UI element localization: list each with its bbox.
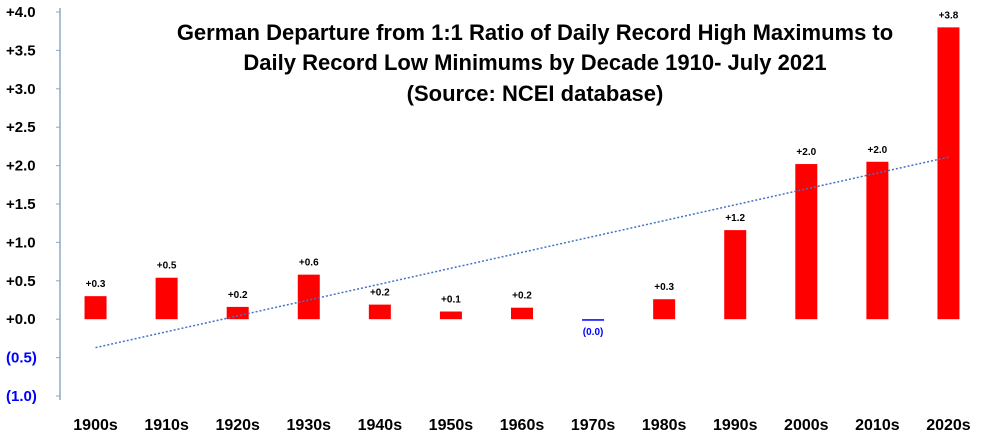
y-tick-label: +2.5 — [6, 119, 36, 136]
bar-1980s — [653, 299, 676, 320]
y-tick-label: (0.5) — [6, 350, 37, 367]
bar-1960s — [511, 307, 533, 320]
chart-title-line-2: Daily Record Low Minimums by Decade 1910… — [243, 50, 826, 75]
bar-1970s — [582, 319, 605, 321]
data-label-2000s: +2.0 — [796, 147, 816, 158]
y-tick-label: +2.0 — [6, 158, 36, 175]
bar-1930s — [297, 274, 320, 320]
data-label-1970s: (0.0) — [583, 327, 604, 338]
data-label-2010s: +2.0 — [868, 145, 888, 156]
x-tick-label: 1970s — [571, 417, 616, 434]
chart-title-line-1: German Departure from 1:1 Ratio of Daily… — [177, 20, 893, 45]
data-label-1910s: +0.5 — [157, 261, 177, 272]
x-tick-label: 1910s — [144, 417, 189, 434]
bar-series — [84, 27, 960, 321]
y-axis: +4.0 +3.5 +3.0 +2.5 +2.0 +1.5 +1.0 +0.5 +0.0 (0.5… — [6, 4, 61, 405]
bar-1990s — [724, 230, 747, 320]
x-tick-label: 1950s — [429, 417, 474, 434]
trendline — [95, 156, 949, 349]
x-tick-label: 1980s — [642, 417, 687, 434]
x-tick-label: 2010s — [855, 417, 900, 434]
x-tick-label: 1930s — [287, 417, 332, 434]
x-tick-label: 2020s — [926, 417, 971, 434]
data-label-1920s: +0.2 — [228, 290, 248, 301]
x-tick-label: 1900s — [73, 417, 118, 434]
bar-2000s — [795, 164, 818, 320]
data-label-1950s: +0.1 — [441, 295, 461, 306]
data-label-1990s: +1.2 — [725, 213, 745, 224]
data-label-1980s: +0.3 — [654, 282, 674, 293]
y-tick-label: +1.5 — [6, 196, 36, 213]
data-label-1960s: +0.2 — [512, 291, 532, 302]
data-label-1900s: +0.3 — [86, 279, 106, 290]
y-tick-label: +0.5 — [6, 273, 36, 290]
chart-title: German Departure from 1:1 Ratio of Daily… — [177, 20, 893, 106]
x-tick-label: 1990s — [713, 417, 758, 434]
bar-2020s — [937, 27, 960, 320]
x-axis: 1900s 1910s 1920s 1930s 1940s 1950s 1960s 1970s… — [73, 417, 971, 434]
bar-1910s — [155, 277, 178, 320]
data-label-1940s: +0.2 — [370, 288, 390, 299]
chart-title-line-3: (Source: NCEI database) — [407, 81, 664, 106]
y-tick-label: +0.0 — [6, 311, 36, 328]
trendline-line — [95, 156, 949, 349]
y-tick-label: (1.0) — [6, 388, 37, 405]
bar-1920s — [226, 306, 249, 320]
bar-1940s — [368, 304, 391, 320]
bar-1900s — [84, 296, 107, 320]
y-tick-label: +1.0 — [6, 234, 36, 251]
bar-1950s — [439, 311, 462, 320]
data-labels: +0.3 +0.5 +0.2 +0.6 +0.2 +0.1 +0.2 (0.0) +0.3 +1.… — [86, 10, 959, 338]
x-tick-label: 1940s — [358, 417, 403, 434]
y-tick-label: +3.0 — [6, 81, 36, 98]
y-tick-label: +3.5 — [6, 42, 36, 59]
data-label-1930s: +0.6 — [299, 258, 319, 269]
y-tick-label: +4.0 — [6, 4, 36, 21]
x-tick-label: 1920s — [215, 417, 260, 434]
bar-2010s — [866, 161, 889, 320]
x-tick-label: 1960s — [500, 417, 545, 434]
data-label-2020s: +3.8 — [939, 10, 959, 21]
x-tick-label: 2000s — [784, 417, 829, 434]
